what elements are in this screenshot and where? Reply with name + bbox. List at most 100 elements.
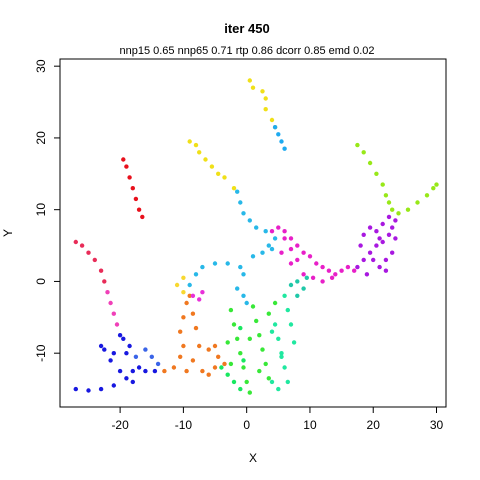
data-point: [136, 207, 142, 212]
data-point: [238, 264, 243, 270]
chart-subtitle: nnp15 0.65 nnp65 0.71 rtp 0.86 dcorr 0.8…: [119, 45, 374, 57]
data-point: [187, 139, 192, 144]
y-tick-label: 20: [34, 131, 48, 145]
plot-frame: [59, 58, 447, 408]
data-point: [105, 290, 110, 295]
data-point: [79, 243, 85, 248]
data-point: [231, 322, 237, 327]
data-point: [247, 390, 252, 395]
data-point: [143, 347, 148, 352]
data-point: [250, 304, 256, 309]
data-point: [288, 322, 294, 327]
data-point: [434, 182, 439, 187]
data-point: [155, 361, 161, 367]
data-point: [288, 282, 294, 288]
data-point: [383, 193, 389, 198]
data-point: [206, 372, 211, 377]
data-point: [206, 347, 211, 352]
data-point: [200, 290, 205, 295]
data-point: [143, 368, 148, 374]
data-point: [130, 379, 135, 385]
y-axis: -10 0 10 20 30: [34, 59, 60, 362]
data-point: [367, 225, 373, 230]
data-point: [178, 354, 183, 359]
data-point: [269, 329, 275, 334]
x-axis: -20 -10 0 10 20 30: [111, 407, 444, 432]
y-tick-label: 10: [34, 203, 48, 217]
data-point: [73, 386, 79, 392]
data-point: [235, 189, 240, 194]
data-point: [244, 379, 249, 385]
data-point: [288, 261, 294, 266]
data-point: [295, 243, 300, 248]
data-point: [231, 186, 237, 191]
data-point: [279, 354, 284, 359]
data-point: [102, 347, 107, 352]
y-axis-label: Y: [1, 229, 15, 237]
data-point: [250, 85, 256, 90]
data-point: [212, 343, 218, 349]
data-point: [260, 347, 265, 352]
data-point: [282, 236, 287, 241]
data-point: [272, 322, 278, 327]
data-point: [178, 329, 183, 334]
data-point: [276, 225, 281, 230]
data-point: [396, 211, 401, 216]
data-point: [282, 146, 287, 151]
data-point: [121, 336, 126, 341]
data-point: [358, 243, 363, 248]
data-point: [241, 293, 246, 298]
data-point: [247, 218, 252, 223]
data-point: [190, 293, 196, 298]
data-point: [108, 358, 113, 363]
data-point: [269, 229, 275, 234]
data-point: [326, 268, 332, 273]
data-point: [301, 250, 306, 255]
data-point: [301, 286, 306, 291]
data-point: [390, 225, 395, 230]
data-point: [124, 351, 129, 356]
data-point: [263, 96, 268, 101]
data-point: [219, 365, 224, 370]
data-point: [235, 286, 240, 291]
data-point: [380, 221, 385, 227]
data-point: [269, 246, 275, 252]
data-point: [355, 264, 360, 270]
data-point: [339, 268, 344, 273]
data-point: [102, 279, 107, 284]
data-point: [130, 186, 135, 191]
data-point: [386, 232, 392, 237]
y-tick-label: -10: [34, 344, 48, 362]
data-point: [257, 333, 262, 338]
data-point: [266, 376, 271, 381]
data-point: [272, 236, 278, 241]
data-point: [355, 142, 360, 148]
data-point: [386, 200, 392, 205]
data-point: [222, 175, 227, 180]
data-point: [279, 351, 284, 356]
data-point: [181, 343, 186, 349]
data-point: [133, 196, 139, 202]
data-point: [269, 379, 275, 385]
data-point: [121, 157, 126, 162]
data-point: [241, 211, 246, 216]
data-point: [254, 318, 259, 324]
data-point: [241, 272, 246, 277]
data-point: [133, 354, 139, 359]
x-tick-label: -20: [111, 418, 129, 432]
data-point: [187, 293, 192, 298]
y-tick-label: 30: [34, 59, 48, 73]
data-point: [197, 150, 202, 155]
data-point: [238, 325, 243, 331]
data-point: [190, 311, 196, 316]
data-point: [307, 254, 313, 259]
data-point: [149, 354, 154, 359]
data-point: [200, 264, 205, 270]
data-point: [241, 358, 246, 363]
data-point: [228, 307, 234, 313]
data-point: [266, 243, 271, 248]
data-point: [386, 214, 392, 220]
data-point: [266, 311, 271, 316]
data-point: [197, 343, 202, 349]
